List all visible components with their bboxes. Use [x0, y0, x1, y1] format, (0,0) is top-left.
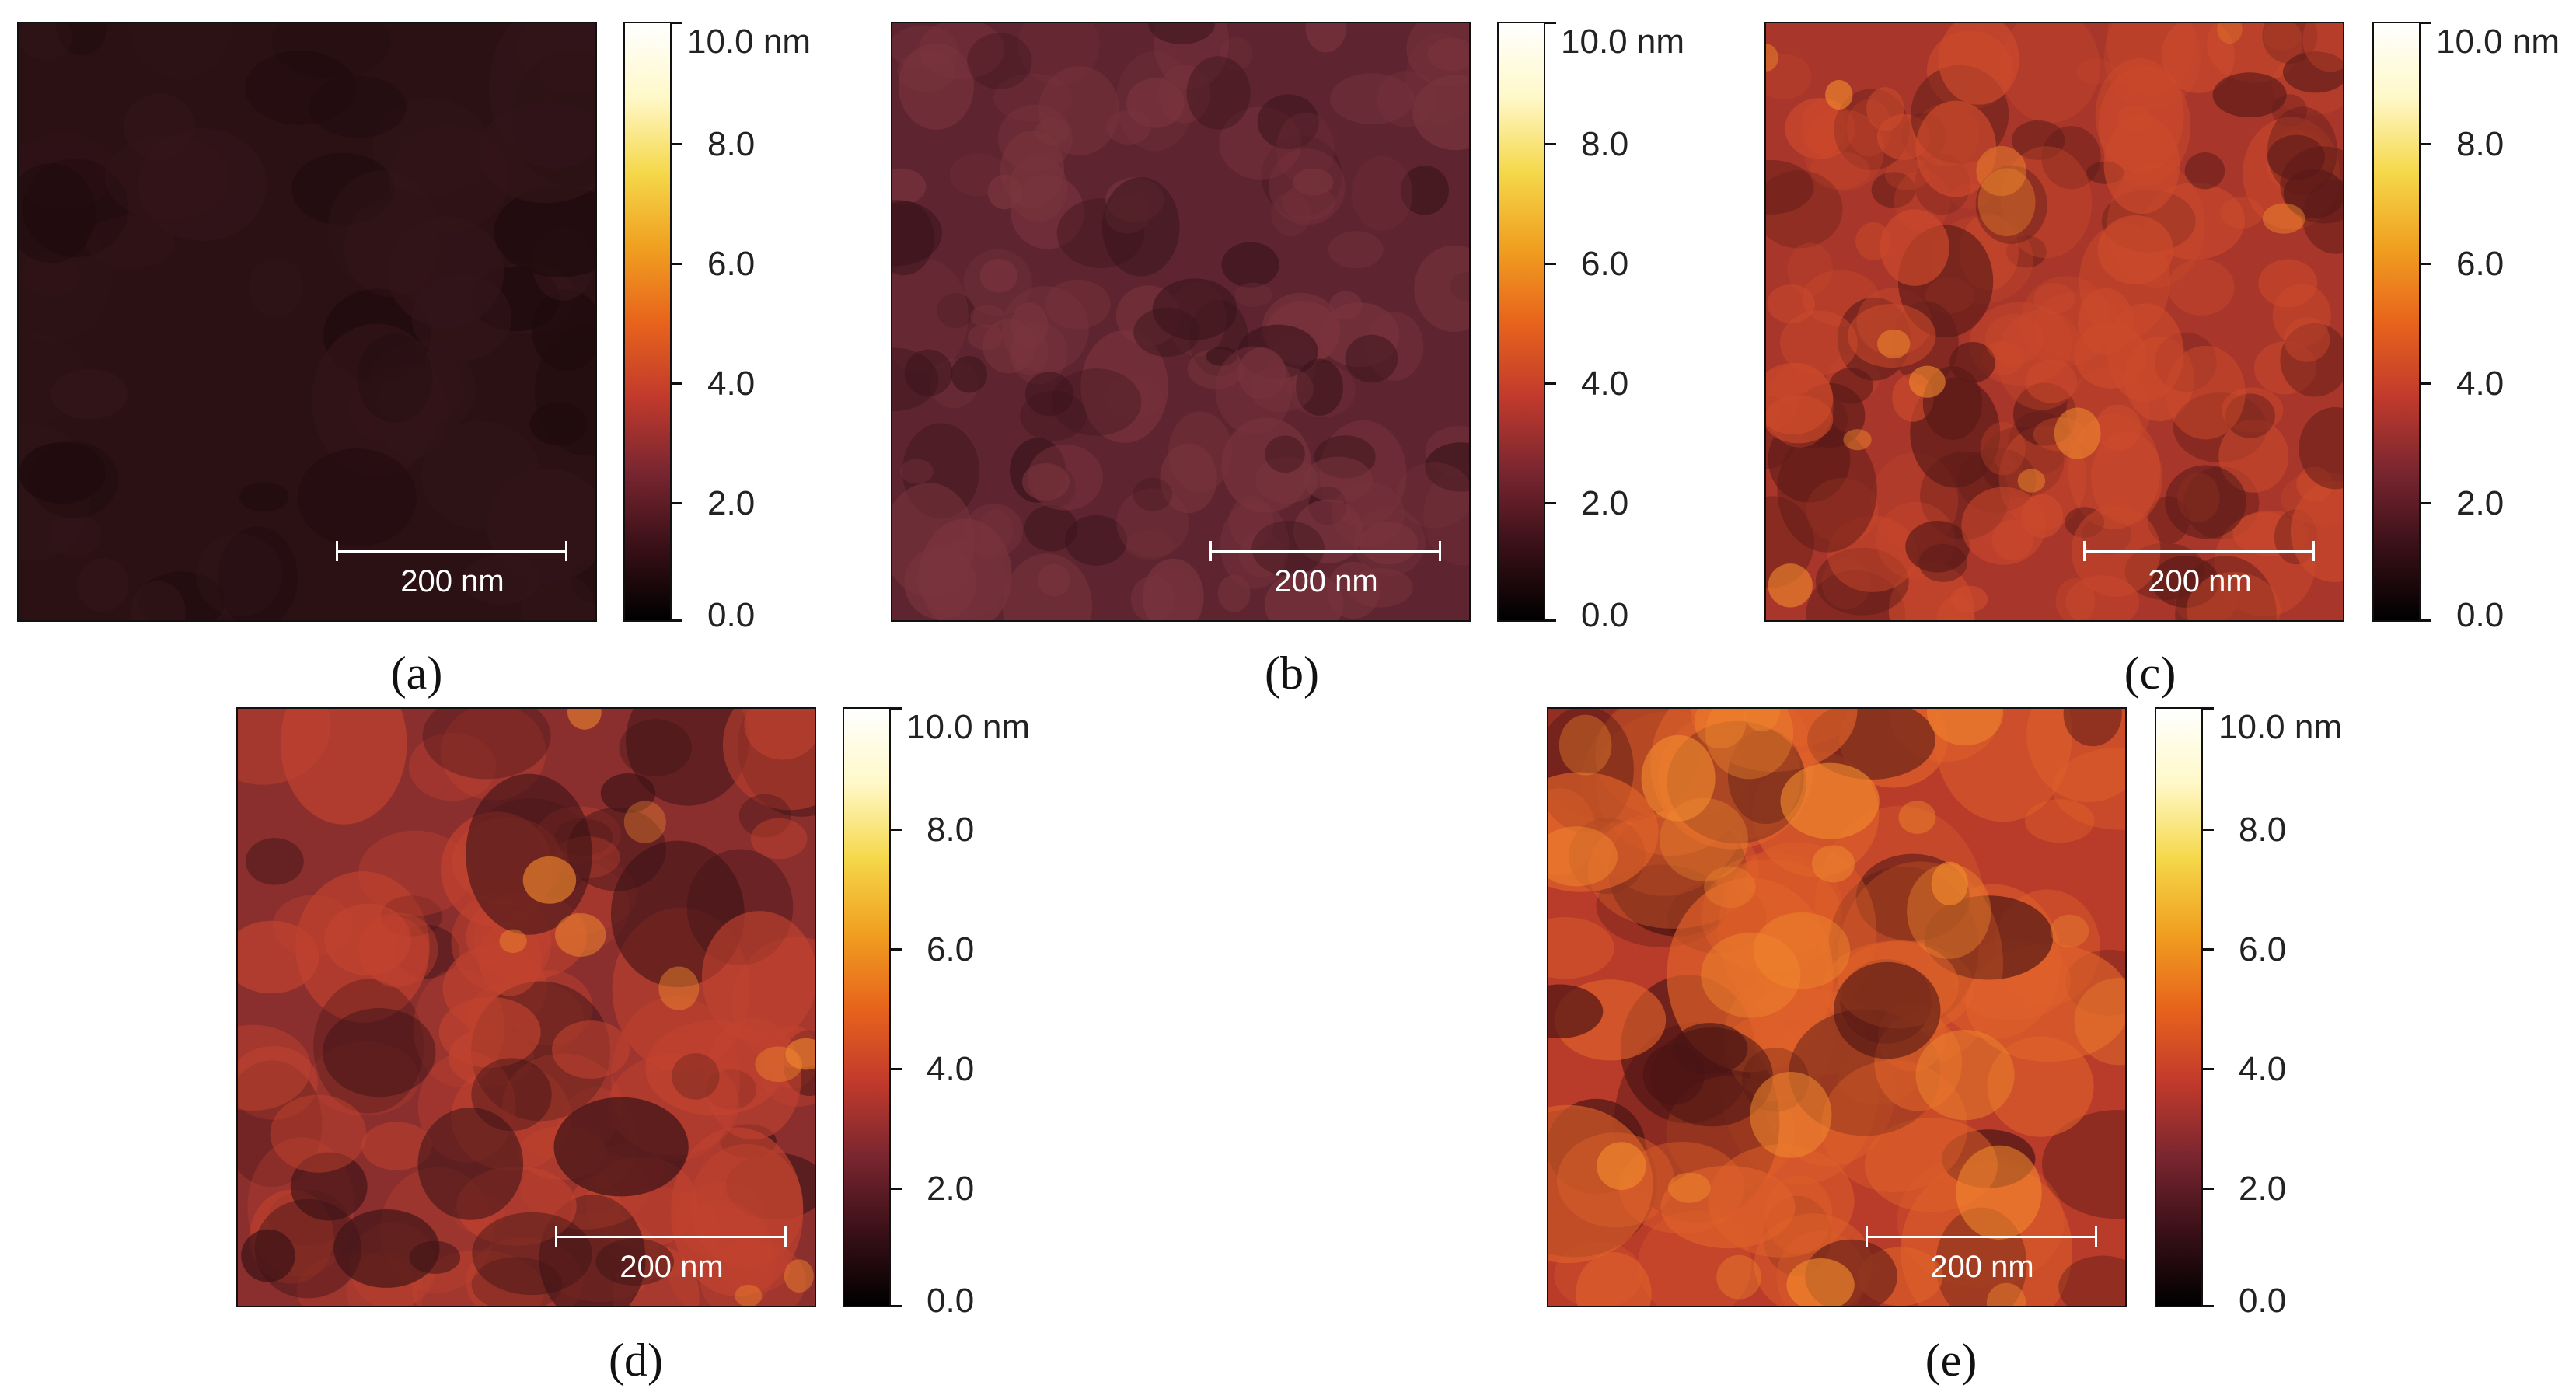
colorbar-tick-label: 4.0	[707, 365, 756, 403]
colorbar-tick-label: 6.0	[707, 245, 756, 283]
scale-bar-label: 200 nm	[400, 564, 504, 598]
colorbar-tick	[1544, 502, 1556, 504]
colorbar-tick-label: 10.0 nm	[1561, 23, 1684, 61]
afm-image-e	[1547, 707, 2127, 1307]
colorbar-tick-label: 2.0	[2456, 484, 2504, 522]
scale-bar	[2083, 536, 2315, 567]
colorbar-tick-label: 8.0	[927, 811, 975, 849]
caption-d: (d)	[609, 1334, 663, 1386]
caption-a: (a)	[390, 647, 443, 699]
colorbar-tick-label: 0.0	[927, 1282, 975, 1320]
colorbar-tick-label: 2.0	[1581, 484, 1629, 522]
scale-bar	[1209, 536, 1441, 567]
colorbar-tick	[889, 707, 902, 710]
scale-bar-label: 200 nm	[1930, 1250, 2034, 1284]
colorbar-tick	[889, 1068, 902, 1070]
colorbar-tick	[670, 382, 682, 385]
colorbar-tick-label: 4.0	[1581, 365, 1629, 403]
colorbar-tick-label: 2.0	[2239, 1170, 2287, 1208]
colorbar-a	[623, 22, 672, 622]
colorbar-tick-label: 6.0	[2456, 245, 2504, 283]
caption-e: (e)	[1925, 1334, 1977, 1386]
colorbar-tick	[889, 1188, 902, 1190]
colorbar-tick	[2419, 502, 2431, 504]
caption-b: (b)	[1265, 647, 1319, 699]
colorbar-tick-label: 8.0	[1581, 125, 1629, 163]
colorbar-tick-label: 6.0	[2239, 930, 2287, 968]
colorbar-tick-label: 2.0	[707, 484, 756, 522]
afm-image-d	[236, 707, 816, 1307]
colorbar-b	[1497, 22, 1545, 622]
colorbar-tick	[2201, 829, 2214, 831]
afm-image-c	[1764, 22, 2344, 622]
colorbar-tick-label: 6.0	[1581, 245, 1629, 283]
colorbar-tick	[2201, 1188, 2214, 1190]
colorbar-tick	[670, 143, 682, 145]
colorbar-tick	[670, 502, 682, 504]
scale-bar	[1866, 1222, 2097, 1253]
caption-c: (c)	[2124, 647, 2176, 699]
colorbar-tick	[2419, 619, 2431, 622]
colorbar-tick-label: 0.0	[2239, 1282, 2287, 1320]
colorbar-e	[2155, 707, 2203, 1307]
colorbar-tick-label: 10.0 nm	[906, 708, 1030, 746]
colorbar-tick	[889, 948, 902, 951]
colorbar-tick	[2201, 1068, 2214, 1070]
scale-bar-label: 200 nm	[620, 1250, 724, 1284]
scale-bar-label: 200 nm	[1274, 564, 1378, 598]
colorbar-tick-label: 0.0	[2456, 596, 2504, 634]
scale-bar-label: 200 nm	[2148, 564, 2252, 598]
colorbar-tick	[1544, 382, 1556, 385]
colorbar-tick	[889, 1305, 902, 1307]
colorbar-tick	[1544, 22, 1556, 24]
colorbar-tick	[1544, 263, 1556, 265]
colorbar-tick	[2201, 707, 2214, 710]
scale-bar	[336, 536, 567, 567]
colorbar-tick-label: 4.0	[2239, 1050, 2287, 1088]
colorbar-tick	[670, 22, 682, 24]
afm-image-b	[891, 22, 1471, 622]
colorbar-tick-label: 4.0	[2456, 365, 2504, 403]
colorbar-tick	[2419, 382, 2431, 385]
colorbar-c	[2372, 22, 2421, 622]
colorbar-tick-label: 6.0	[927, 930, 975, 968]
colorbar-tick-label: 4.0	[927, 1050, 975, 1088]
colorbar-tick-label: 8.0	[707, 125, 756, 163]
colorbar-tick-label: 8.0	[2239, 811, 2287, 849]
colorbar-tick	[2419, 263, 2431, 265]
colorbar-tick	[670, 619, 682, 622]
colorbar-tick	[889, 829, 902, 831]
colorbar-tick	[2201, 948, 2214, 951]
colorbar-tick-label: 10.0 nm	[687, 23, 811, 61]
colorbar-tick-label: 10.0 nm	[2436, 23, 2560, 61]
colorbar-tick	[2419, 143, 2431, 145]
colorbar-tick-label: 8.0	[2456, 125, 2504, 163]
colorbar-tick-label: 0.0	[1581, 596, 1629, 634]
colorbar-tick-label: 10.0 nm	[2218, 708, 2342, 746]
colorbar-tick	[2419, 22, 2431, 24]
colorbar-tick-label: 2.0	[927, 1170, 975, 1208]
colorbar-tick	[1544, 619, 1556, 622]
colorbar-tick	[670, 263, 682, 265]
colorbar-tick-label: 0.0	[707, 596, 756, 634]
colorbar-tick	[1544, 143, 1556, 145]
colorbar-tick	[2201, 1305, 2214, 1307]
afm-image-a	[17, 22, 597, 622]
colorbar-d	[843, 707, 891, 1307]
scale-bar	[555, 1222, 787, 1253]
